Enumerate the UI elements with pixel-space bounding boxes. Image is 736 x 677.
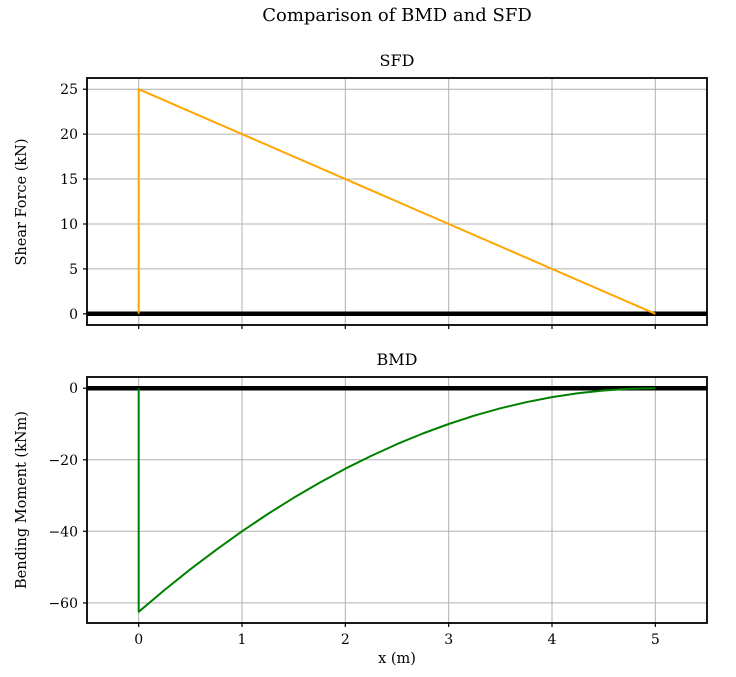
y-tick-label: 20 — [60, 127, 78, 143]
tick-marks — [83, 88, 656, 329]
y-tick-label: 0 — [69, 307, 78, 323]
x-axis-label: x (m) — [378, 651, 416, 667]
bmd-chart-svg: 0 −20 −40 −60 0 1 2 3 4 5 — [48, 376, 708, 648]
x-tick-label: 2 — [341, 632, 350, 648]
y-tick-label: 25 — [60, 82, 78, 98]
x-tick-label: 1 — [238, 632, 247, 648]
bending-moment-line — [137, 387, 656, 613]
sfd-chart-svg: 0 5 10 15 20 25 — [60, 77, 708, 329]
tick-marks — [83, 387, 656, 627]
x-tick-label: 4 — [548, 632, 557, 648]
x-tick-label: 0 — [134, 632, 143, 648]
y-tick-label: 5 — [69, 262, 78, 278]
bmd-plot-area: 0 −20 −40 −60 0 1 2 3 4 5 — [48, 376, 708, 648]
y-tick-label: 0 — [69, 381, 78, 397]
x-tick-label: 5 — [651, 632, 660, 648]
y-tick-label: 10 — [60, 217, 78, 233]
gridlines — [87, 377, 707, 623]
bmd-y-axis-label: Bending Moment (kNm) — [14, 411, 30, 589]
sfd-y-axis-label: Shear Force (kN) — [14, 137, 30, 266]
x-tick-label: 3 — [444, 632, 453, 648]
figure-title: Comparison of BMD and SFD — [262, 5, 532, 26]
sfd-plot-area: 0 5 10 15 20 25 — [60, 77, 708, 329]
y-tick-label: −40 — [48, 524, 78, 540]
bmd-title: BMD — [376, 350, 418, 369]
y-tick-label: 15 — [60, 172, 78, 188]
y-tick-label: −20 — [48, 453, 78, 469]
y-tick-label: −60 — [48, 596, 78, 612]
sfd-title: SFD — [379, 51, 415, 70]
axes-spines — [86, 376, 708, 624]
axes-spines — [86, 77, 708, 326]
shear-force-line — [137, 88, 656, 315]
